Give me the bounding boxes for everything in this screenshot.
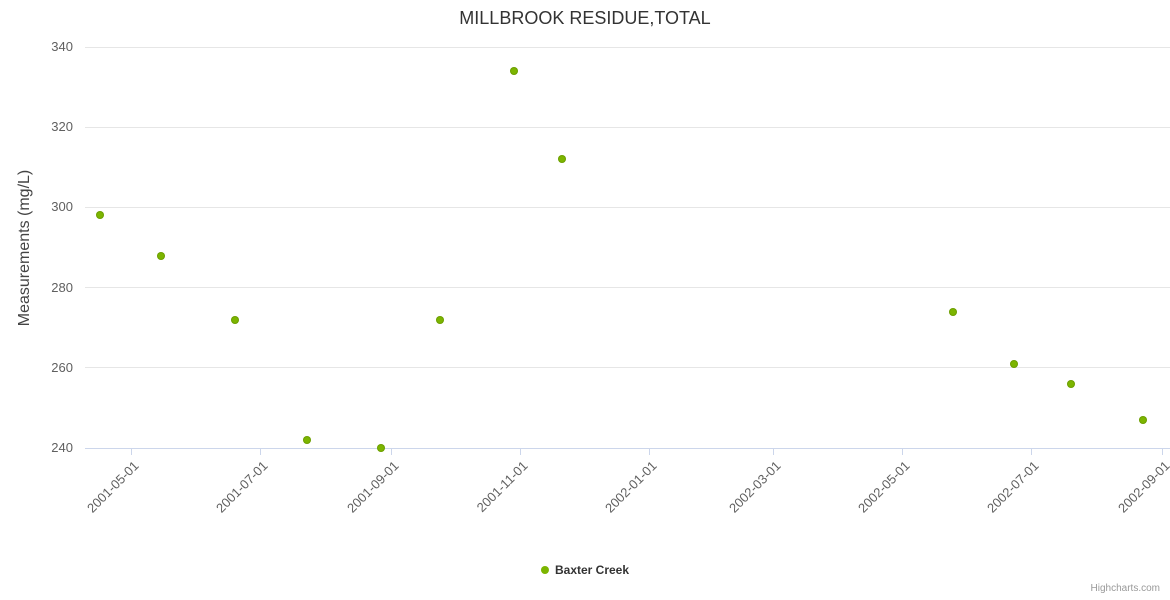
data-point-marker[interactable] (558, 155, 567, 164)
x-tick-mark (260, 449, 262, 455)
x-tick-mark (901, 449, 903, 455)
x-tick-mark (519, 449, 521, 455)
y-gridline (85, 206, 1170, 208)
data-point-marker[interactable] (156, 251, 165, 260)
highcharts-credit-link[interactable]: Highcharts.com (1090, 583, 1160, 594)
data-point-marker[interactable] (376, 444, 385, 452)
x-tick-mark (391, 449, 393, 455)
x-tick-label: 2001-11-01 (473, 458, 531, 515)
x-tick-label: 2001-07-01 (213, 458, 271, 516)
y-gridline (85, 126, 1170, 128)
x-tick-mark (1030, 449, 1032, 455)
x-tick-label: 2001-09-01 (344, 458, 402, 516)
y-tick-label: 320 (51, 119, 73, 135)
legend-item-baxter-creek[interactable]: Baxter Creek (540, 563, 630, 577)
x-tick-mark (773, 449, 775, 455)
x-tick-label: 2002-07-01 (983, 458, 1042, 516)
y-tick-label: 280 (51, 279, 73, 295)
x-tick-label: 2001-05-01 (84, 458, 143, 516)
data-point-marker[interactable] (1138, 415, 1147, 424)
y-tick-label: 300 (51, 199, 73, 215)
x-tick-label: 2002-03-01 (726, 458, 784, 516)
data-point-marker[interactable] (302, 435, 311, 444)
y-gridline (85, 287, 1170, 289)
data-point-marker[interactable] (230, 315, 239, 324)
data-point-marker[interactable] (948, 307, 957, 316)
y-tick-label: 260 (51, 359, 73, 375)
y-gridline (85, 46, 1170, 48)
x-tick-mark (131, 449, 133, 455)
data-point-marker[interactable] (95, 211, 104, 220)
x-tick-label: 2002-01-01 (601, 458, 660, 516)
x-tick-label: 2002-05-01 (854, 458, 913, 516)
y-tick-label: 240 (51, 440, 73, 455)
x-tick-label: 2002-09-01 (1114, 458, 1170, 516)
data-point-marker[interactable] (1066, 379, 1075, 388)
legend-label: Baxter Creek (554, 563, 630, 577)
data-point-marker[interactable] (509, 67, 518, 76)
legend-marker-icon (540, 566, 549, 574)
x-axis-line (85, 448, 1170, 449)
chart-title: MILLBROOK RESIDUE,TOTAL (459, 8, 711, 28)
y-tick-label: 340 (51, 39, 73, 54)
x-tick-mark (1161, 449, 1163, 455)
y-gridline (85, 367, 1170, 369)
x-tick-mark (648, 449, 650, 455)
data-point-marker[interactable] (1009, 359, 1018, 368)
data-point-marker[interactable] (435, 315, 444, 324)
